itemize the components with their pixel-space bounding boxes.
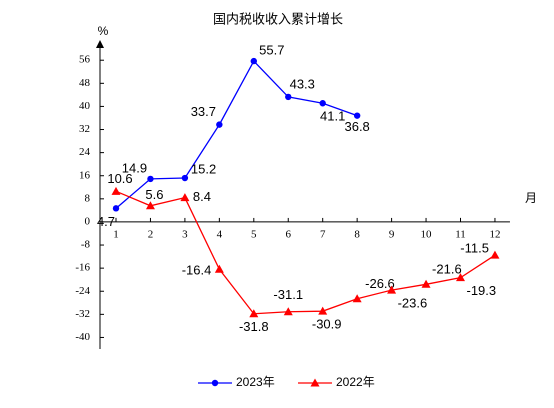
point (145, 201, 155, 210)
data-label: 43.3 (290, 76, 315, 91)
legend-label: 2022年 (336, 375, 375, 389)
point (387, 285, 397, 294)
y-tick-label: -16 (75, 262, 90, 274)
x-tick-label: 9 (389, 228, 395, 240)
y-tick-label: -32 (75, 308, 90, 320)
data-label: -21.6 (432, 262, 462, 277)
point (111, 186, 121, 195)
y-tick-label: -24 (75, 285, 90, 297)
data-label: -23.6 (398, 296, 428, 311)
y-tick-label: -40 (75, 331, 90, 343)
data-label: -11.5 (460, 241, 489, 256)
data-label: -31.8 (239, 319, 269, 334)
y-tick-label: 40 (79, 100, 91, 112)
series-line (115, 190, 496, 315)
x-tick-label: 12 (489, 228, 500, 240)
x-tick-label: 10 (421, 228, 433, 240)
x-tick-label: 2 (148, 228, 154, 240)
x-tick-label: 11 (455, 228, 466, 240)
point (352, 294, 362, 303)
x-tick-label: 5 (251, 228, 257, 240)
y-tick-label: 32 (79, 123, 90, 135)
legend-marker (211, 379, 219, 387)
data-label: -26.6 (365, 276, 395, 291)
legend-label: 2023年 (236, 375, 275, 389)
point (318, 306, 328, 315)
y-tick-label: 48 (79, 77, 91, 89)
point (490, 250, 500, 259)
x-tick-label: 1 (113, 228, 119, 240)
point (180, 193, 190, 202)
x-tick-label: 6 (286, 228, 292, 240)
point (214, 264, 224, 273)
point (181, 174, 189, 182)
point (216, 121, 223, 128)
point (319, 100, 326, 107)
data-label: 15.2 (191, 161, 216, 176)
y-tick-label: 56 (79, 54, 91, 66)
x-axis-label: 月 (525, 191, 537, 205)
data-label: -30.9 (312, 317, 342, 332)
point (112, 205, 120, 212)
legend-marker (310, 378, 320, 387)
y-unit: % (98, 24, 109, 38)
point (421, 279, 431, 288)
y-tick-label: 16 (79, 169, 91, 181)
x-tick-label: 3 (182, 228, 188, 240)
data-label: -16.4 (182, 263, 212, 278)
data-label: -31.1 (273, 287, 303, 302)
point (353, 112, 361, 119)
y-axis-arrow (96, 40, 104, 48)
data-label: 41.1 (320, 109, 345, 124)
point (456, 273, 465, 282)
x-tick-label: 4 (217, 228, 223, 240)
data-label: 33.7 (191, 104, 216, 119)
y-tick-label: -8 (81, 239, 91, 251)
data-label: 10.6 (107, 171, 132, 186)
data-label: -19.3 (467, 283, 497, 298)
y-tick-label: 8 (85, 192, 91, 204)
point (285, 93, 292, 101)
series-line (115, 59, 358, 209)
chart-title: 国内税收收入累计增长 (213, 12, 343, 28)
point (283, 307, 293, 316)
y-tick-label: 0 (85, 215, 91, 227)
x-tick-label: 7 (320, 228, 326, 240)
data-label: 5.6 (145, 187, 163, 202)
point (250, 57, 257, 65)
point (147, 175, 154, 183)
data-label: 14.9 (122, 160, 147, 175)
data-label: 36.8 (344, 119, 369, 134)
data-label: 55.7 (259, 43, 284, 58)
y-tick-label: 24 (79, 146, 91, 158)
x-tick-label: 8 (354, 228, 360, 240)
point (249, 309, 259, 318)
data-label: 4.7 (97, 214, 115, 229)
data-label: 8.4 (193, 189, 211, 204)
